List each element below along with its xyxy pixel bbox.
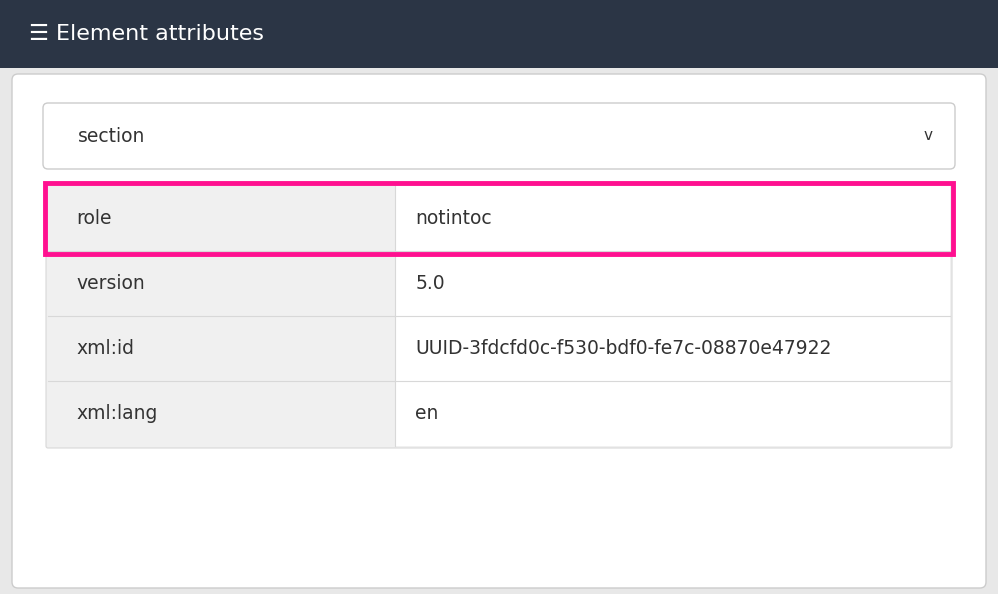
Text: ☰: ☰ (28, 24, 48, 44)
Text: xml:lang: xml:lang (76, 404, 158, 423)
Bar (395, 316, 950, 381)
Bar (395, 186, 950, 251)
Bar (395, 251, 950, 316)
Text: 5.0: 5.0 (415, 274, 445, 293)
Bar (48, 186, 395, 251)
Text: xml:id: xml:id (76, 339, 134, 358)
Bar (0, 0, 998, 68)
Bar (395, 381, 950, 446)
Text: notintoc: notintoc (415, 209, 492, 228)
Text: en: en (415, 404, 439, 423)
FancyBboxPatch shape (12, 74, 986, 588)
Bar (48, 381, 395, 446)
Text: role: role (76, 209, 112, 228)
FancyBboxPatch shape (43, 103, 955, 169)
Bar (45, 183, 953, 254)
Text: UUID-3fdcfd0c-f530-bdf0-fe7c-08870e47922: UUID-3fdcfd0c-f530-bdf0-fe7c-08870e47922 (415, 339, 831, 358)
Bar (48, 251, 395, 316)
Text: Element attributes: Element attributes (56, 24, 264, 44)
Bar (48, 316, 395, 381)
Text: v: v (923, 128, 932, 144)
Text: version: version (76, 274, 145, 293)
FancyBboxPatch shape (46, 184, 952, 448)
Text: section: section (78, 127, 146, 146)
